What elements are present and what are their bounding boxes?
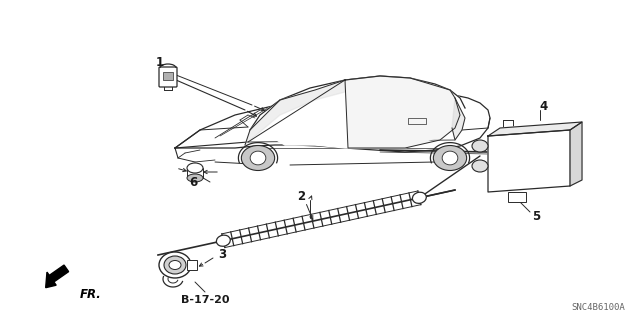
Text: 3: 3 (218, 248, 226, 261)
Ellipse shape (472, 160, 488, 172)
Polygon shape (45, 265, 68, 288)
Bar (508, 192, 526, 202)
Polygon shape (488, 122, 582, 136)
Polygon shape (452, 98, 465, 140)
Ellipse shape (472, 140, 488, 152)
Ellipse shape (250, 151, 266, 165)
Polygon shape (245, 80, 345, 145)
Bar (408, 118, 426, 124)
Text: 5: 5 (532, 210, 540, 222)
Ellipse shape (169, 261, 181, 270)
Text: 6: 6 (189, 175, 197, 189)
Polygon shape (488, 130, 570, 192)
Ellipse shape (187, 163, 203, 173)
Ellipse shape (241, 145, 275, 170)
Bar (187, 260, 197, 270)
Ellipse shape (412, 192, 426, 204)
Bar (163, 72, 173, 80)
Text: FR.: FR. (80, 288, 102, 301)
Polygon shape (250, 76, 465, 148)
Polygon shape (570, 122, 582, 186)
Ellipse shape (159, 252, 191, 278)
Text: SNC4B6100A: SNC4B6100A (572, 303, 625, 313)
Text: 2: 2 (298, 190, 305, 203)
Text: 1: 1 (156, 56, 164, 70)
FancyBboxPatch shape (159, 67, 177, 87)
Polygon shape (345, 76, 460, 148)
Polygon shape (175, 90, 490, 152)
Ellipse shape (433, 145, 467, 170)
Ellipse shape (216, 235, 230, 246)
Text: B-17-20: B-17-20 (180, 295, 229, 305)
Ellipse shape (164, 256, 186, 274)
Text: 4: 4 (540, 100, 548, 113)
Ellipse shape (187, 174, 203, 182)
Ellipse shape (442, 151, 458, 165)
